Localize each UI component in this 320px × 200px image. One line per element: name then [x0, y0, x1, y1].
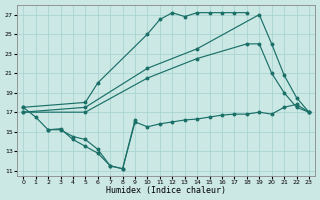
- X-axis label: Humidex (Indice chaleur): Humidex (Indice chaleur): [106, 186, 226, 195]
